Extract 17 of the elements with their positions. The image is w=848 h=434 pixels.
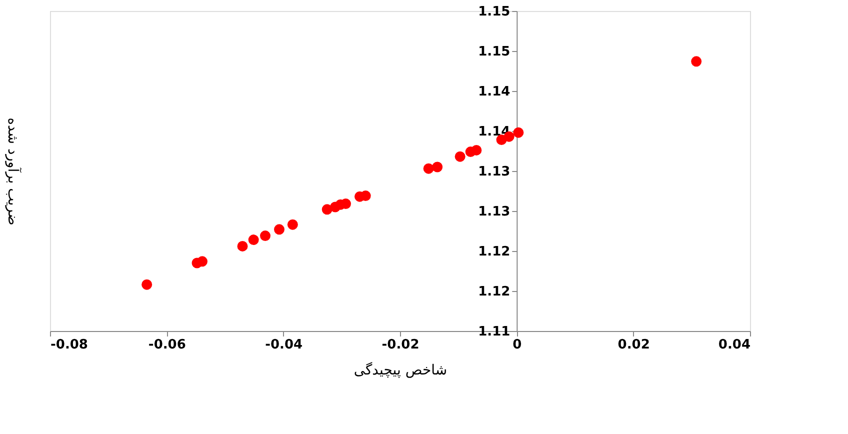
x-tick-label: -0.02 — [382, 338, 420, 352]
x-tick-label: 0.04 — [718, 338, 750, 352]
x-tick-label: -0.08 — [50, 338, 88, 352]
y-tick-label: 1.15 — [478, 44, 510, 60]
y-tick-label: 1.11 — [478, 324, 510, 340]
x-tick-label: -0.04 — [265, 338, 303, 352]
x-tick-label: -0.06 — [148, 338, 186, 352]
y-tick-label: 1.14 — [478, 84, 510, 100]
y-tick-label: 1.12 — [478, 244, 510, 260]
x-axis-title: شاخص پیچیدگی — [354, 362, 448, 378]
x-tick-label: 0.02 — [618, 338, 650, 352]
y-tick-label: 1.15 — [478, 4, 510, 20]
y-tick-label: 1.13 — [478, 164, 510, 180]
x-tick-label: 0 — [512, 338, 522, 352]
y-tick-label: 1.13 — [478, 204, 510, 220]
y-axis-title: ضریب برآورد شده — [4, 118, 22, 226]
y-tick-label: 1.12 — [478, 284, 510, 300]
